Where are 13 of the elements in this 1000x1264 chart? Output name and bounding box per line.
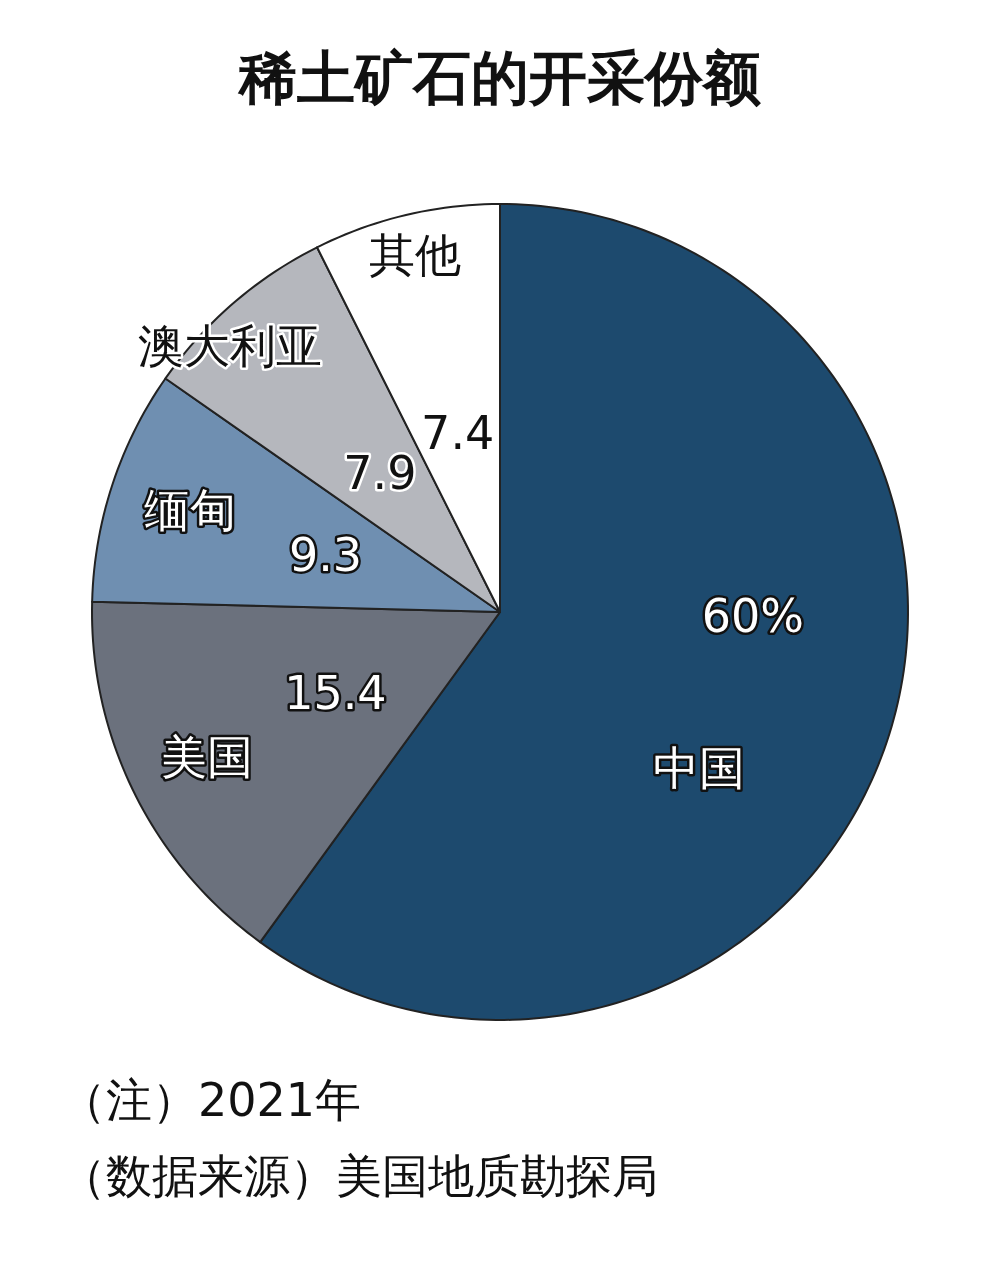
- slice-label: 澳大利亚: [137, 318, 322, 373]
- data-label: 15.4: [284, 666, 387, 721]
- text: （注）2021年: [60, 1073, 362, 1127]
- data-label: 7.9: [343, 446, 417, 501]
- slice-label: 中国: [653, 740, 746, 795]
- data-label: 60%: [701, 588, 805, 643]
- data-label: 7.4: [421, 406, 495, 461]
- slice-label: 缅甸: [143, 483, 236, 538]
- data-label: 9.3: [288, 527, 363, 582]
- chart-title: 稀土矿石的开采份额: [237, 44, 761, 112]
- text: （数据来源）美国地质勘探局: [60, 1149, 658, 1203]
- slice-label: 美国: [161, 729, 254, 784]
- slice-label: 其他: [369, 227, 462, 282]
